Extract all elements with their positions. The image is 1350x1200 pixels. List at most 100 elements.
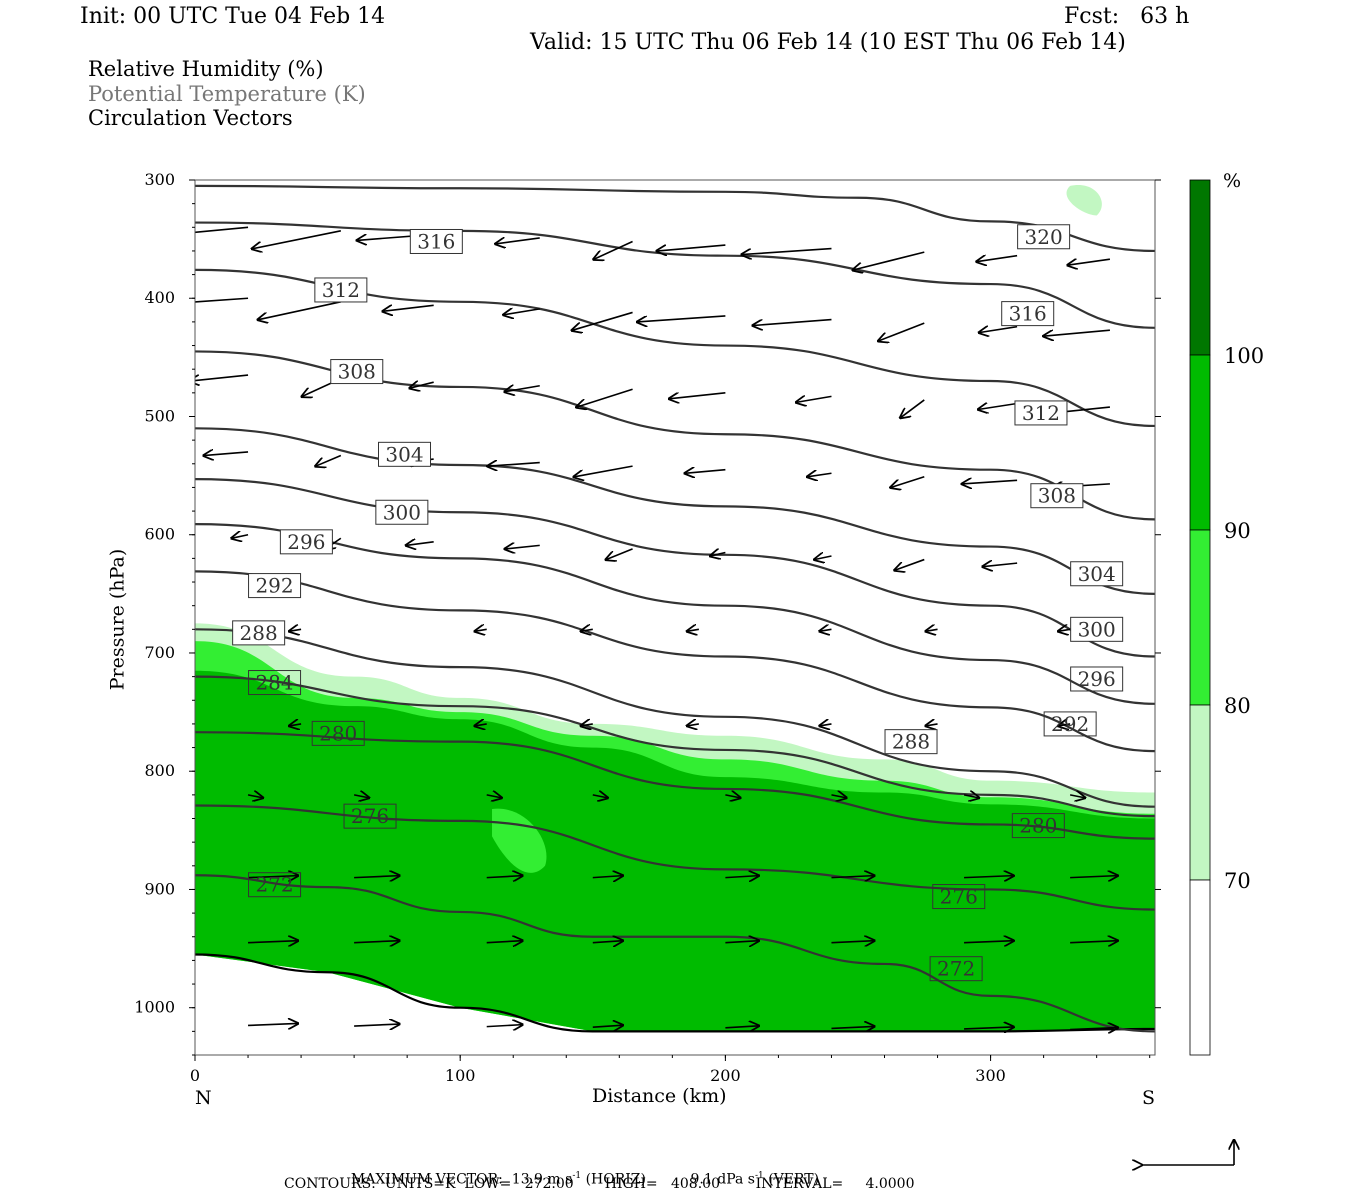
circulation-vector (592, 1025, 623, 1027)
contour-label-304: 304 (378, 441, 432, 467)
svg-text:280: 280 (319, 721, 357, 745)
circulation-vector (195, 297, 249, 303)
rh-patch-top (1066, 184, 1102, 216)
circulation-vector (637, 315, 726, 322)
valid-time: Valid: 15 UTC Thu 06 Feb 14 (10 EST Thu … (530, 30, 1126, 55)
colorbar-swatch (1189, 529, 1211, 706)
contour-label-308: 308 (1030, 483, 1084, 509)
x-tick-label: 300 (975, 1066, 1006, 1085)
svg-text:308: 308 (338, 360, 376, 384)
contour-label-308: 308 (330, 359, 384, 385)
svg-text:288: 288 (240, 621, 278, 645)
circulation-vector (1058, 629, 1071, 631)
theta-contour-292 (195, 570, 1155, 753)
circulation-vector (354, 1024, 399, 1026)
max-vector-line: MAXIMUM VECTOR: 13.9 m s-1 (HORIZ) 9.1 d… (342, 1158, 819, 1187)
circulation-vector (963, 795, 979, 798)
y-tick-label: 600 (144, 525, 175, 544)
circulation-vector (725, 1026, 758, 1028)
colorbar-swatch (1189, 704, 1211, 881)
theta-contour-296 (195, 522, 1155, 705)
x-tick-label: 0 (190, 1066, 200, 1085)
svg-text:300: 300 (383, 500, 421, 524)
circulation-vector (979, 327, 1018, 333)
circulation-vector (890, 476, 925, 488)
colorbar-tick-label: 90 (1224, 519, 1251, 543)
svg-text:276: 276 (940, 885, 978, 909)
circulation-vector (978, 403, 1018, 409)
theta-contour-320 (195, 184, 1155, 253)
colorbar-tick-label: 100 (1224, 344, 1264, 368)
svg-text:316: 316 (1009, 302, 1047, 326)
max-horiz-value: 13.9 m s (511, 1171, 573, 1188)
circulation-vector (807, 473, 832, 477)
svg-text:288: 288 (892, 730, 930, 754)
circulation-vector (581, 724, 593, 726)
plot-frame (194, 179, 1156, 1056)
circulation-vector (572, 311, 633, 330)
circulation-vector (289, 629, 302, 631)
circulation-vector (248, 876, 298, 878)
circulation-vector (195, 374, 249, 381)
circulation-vector (504, 386, 540, 392)
circulation-vector (831, 1026, 874, 1028)
svg-text:272: 272 (255, 873, 293, 897)
circulation-vector (258, 301, 342, 320)
colorbar-swatch (1189, 879, 1211, 1056)
circulation-vector (495, 238, 540, 244)
circulation-vector (487, 463, 540, 467)
circulation-vector (669, 392, 726, 399)
svg-text:276: 276 (351, 804, 389, 828)
circulation-vector (926, 629, 938, 631)
circulation-vector (964, 1027, 1014, 1029)
theta-contour-276 (195, 804, 1155, 911)
contour-label-300: 300 (1070, 616, 1124, 642)
circulation-vector (964, 941, 1014, 943)
y-tick-label: 800 (144, 761, 175, 780)
circulation-vector (593, 240, 633, 259)
contour-label-272: 272 (248, 872, 302, 898)
circulation-vector (354, 941, 399, 943)
circulation-vector (203, 452, 249, 456)
circulation-vector (725, 876, 758, 878)
circulation-vector (853, 251, 925, 270)
circulation-vector (1070, 1028, 1118, 1030)
axes: 300 400 500 600 700 800 900 1000 0 100 200 300 (134, 170, 1161, 1085)
legend-potential-temperature: Potential Temperature (K) (88, 82, 366, 106)
humidity-shading (195, 184, 1155, 1033)
circulation-vector (1070, 876, 1118, 878)
circulation-vector (900, 399, 925, 418)
theta-contour-304 (195, 427, 1155, 595)
contour-label-272: 272 (929, 956, 983, 982)
circulation-vector (581, 629, 593, 631)
circulation-vector (926, 724, 938, 726)
y-tick-label: 400 (144, 288, 175, 307)
circulation-vector (687, 724, 699, 726)
x-axis-label: Distance (km) (592, 1085, 727, 1107)
theta-contour-288 (195, 628, 1155, 808)
svg-text:304: 304 (1078, 562, 1116, 586)
circulation-vector (878, 322, 925, 341)
terrain-line (195, 953, 1155, 1033)
y-tick-label: 1000 (134, 998, 175, 1017)
circulation-vector (592, 941, 623, 943)
max-vert-value: 9.1 dPa s (690, 1171, 755, 1188)
contour-label-312: 312 (314, 277, 368, 303)
rh-band-ge90 (195, 670, 1155, 1032)
colorbar: 70 80 90 100 (1189, 179, 1264, 1056)
legend-relative-humidity: Relative Humidity (%) (88, 57, 324, 81)
circulation-vector (248, 1023, 298, 1025)
circulation-vector (574, 465, 633, 477)
circulation-vector (710, 552, 726, 556)
circulation-vector (247, 795, 263, 798)
contour-label-312: 312 (1014, 400, 1068, 426)
colorbar-swatch (1189, 179, 1211, 356)
circulation-vector (505, 545, 540, 549)
contour-label-300: 300 (375, 499, 429, 525)
theta-contour-300 (195, 478, 1155, 658)
circulation-vector (289, 724, 302, 726)
contour-label-280: 280 (311, 720, 365, 746)
circulation-vector (406, 542, 434, 546)
y-tick-label: 300 (144, 170, 175, 189)
